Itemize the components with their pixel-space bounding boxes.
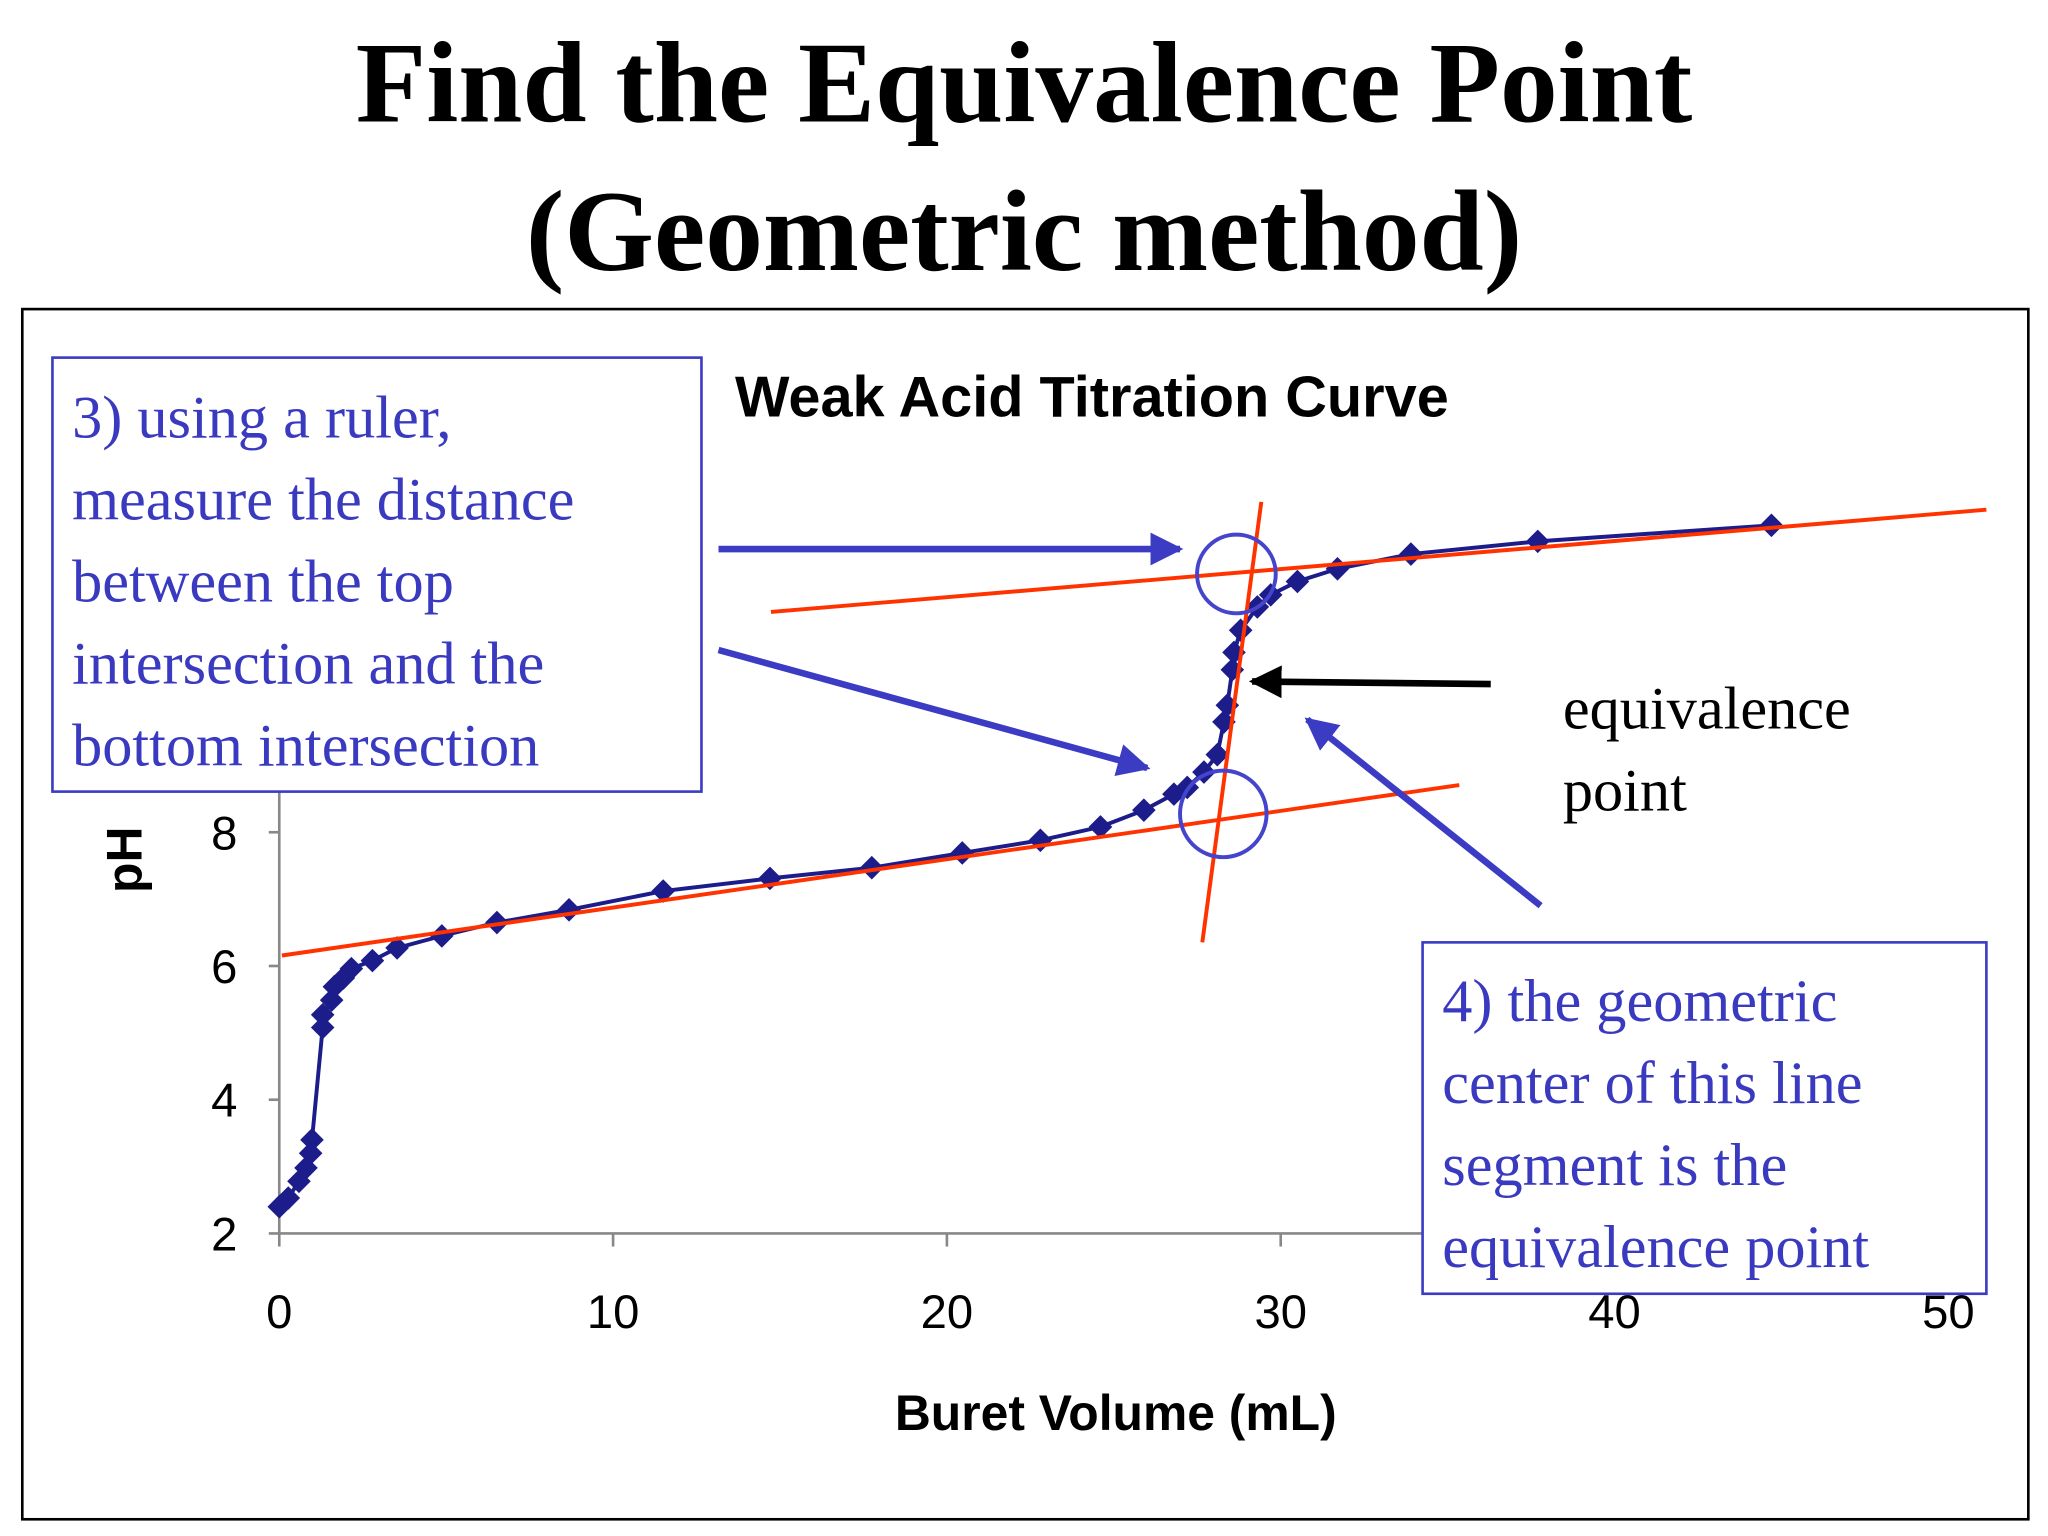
arrow — [1248, 665, 1491, 699]
data-point — [1285, 569, 1310, 594]
chart-title: Weak Acid Titration Curve — [735, 366, 1449, 430]
intersection-circle — [1195, 532, 1278, 616]
data-point — [310, 1015, 335, 1040]
y-axis-label: pH — [97, 827, 153, 893]
data-point — [385, 936, 409, 960]
y-tick-label: 4 — [211, 1075, 237, 1128]
data-point — [339, 956, 364, 981]
x-tick-label: 10 — [587, 1286, 640, 1339]
data-point — [1088, 815, 1113, 839]
tangent-lines — [281, 501, 1987, 958]
notes: 3) using a ruler, measure the distance bet… — [72, 385, 1869, 1281]
annotation-line: bottom intersection — [72, 712, 539, 779]
annotation-line: 3) using a ruler, — [72, 385, 451, 452]
x-tick-label: 30 — [1254, 1286, 1307, 1339]
data-point — [300, 1128, 324, 1152]
y-tick-label: 8 — [211, 807, 237, 860]
data-point — [310, 1002, 335, 1027]
note-box — [51, 356, 703, 793]
annotation-line: segment is the — [1442, 1132, 1787, 1199]
annotation-line: measure the distance — [72, 467, 574, 534]
data-point — [1325, 556, 1350, 581]
annotation-line: center of this line — [1442, 1050, 1862, 1117]
annotation-line: point — [1563, 758, 1687, 825]
data-point — [360, 948, 385, 973]
data-point — [298, 1141, 323, 1166]
data-point — [1132, 798, 1156, 822]
arrows — [717, 532, 1543, 909]
data-point — [267, 1194, 292, 1219]
data-point — [859, 855, 884, 880]
slide-title: (Geometric method) — [526, 167, 1522, 295]
annotation-line: between the top — [72, 548, 454, 615]
tangent-line — [281, 783, 1460, 958]
tangent-line — [770, 507, 1987, 614]
x-tick-label: 0 — [266, 1286, 292, 1339]
arrow — [717, 646, 1151, 776]
arrow — [1304, 716, 1543, 909]
annotation-line: equivalence — [1563, 676, 1851, 743]
annotation-line: intersection and the — [72, 630, 544, 697]
annotation-line: equivalence point — [1442, 1214, 1869, 1281]
slide-title: Find the Equivalence Point — [356, 19, 1693, 147]
intersection-circle — [1178, 768, 1269, 860]
note-box — [1421, 941, 1988, 1296]
tangent-line — [1200, 501, 1264, 943]
data-point — [1525, 529, 1550, 554]
y-tick-label: 6 — [211, 941, 237, 994]
y-tick-label: 2 — [211, 1208, 237, 1261]
x-axis-label: Buret Volume (mL) — [895, 1385, 1337, 1441]
data-point — [1205, 742, 1230, 767]
data-point — [1759, 513, 1784, 538]
annotation-line: 4) the geometric — [1442, 968, 1837, 1035]
x-tick-label: 20 — [921, 1286, 974, 1339]
